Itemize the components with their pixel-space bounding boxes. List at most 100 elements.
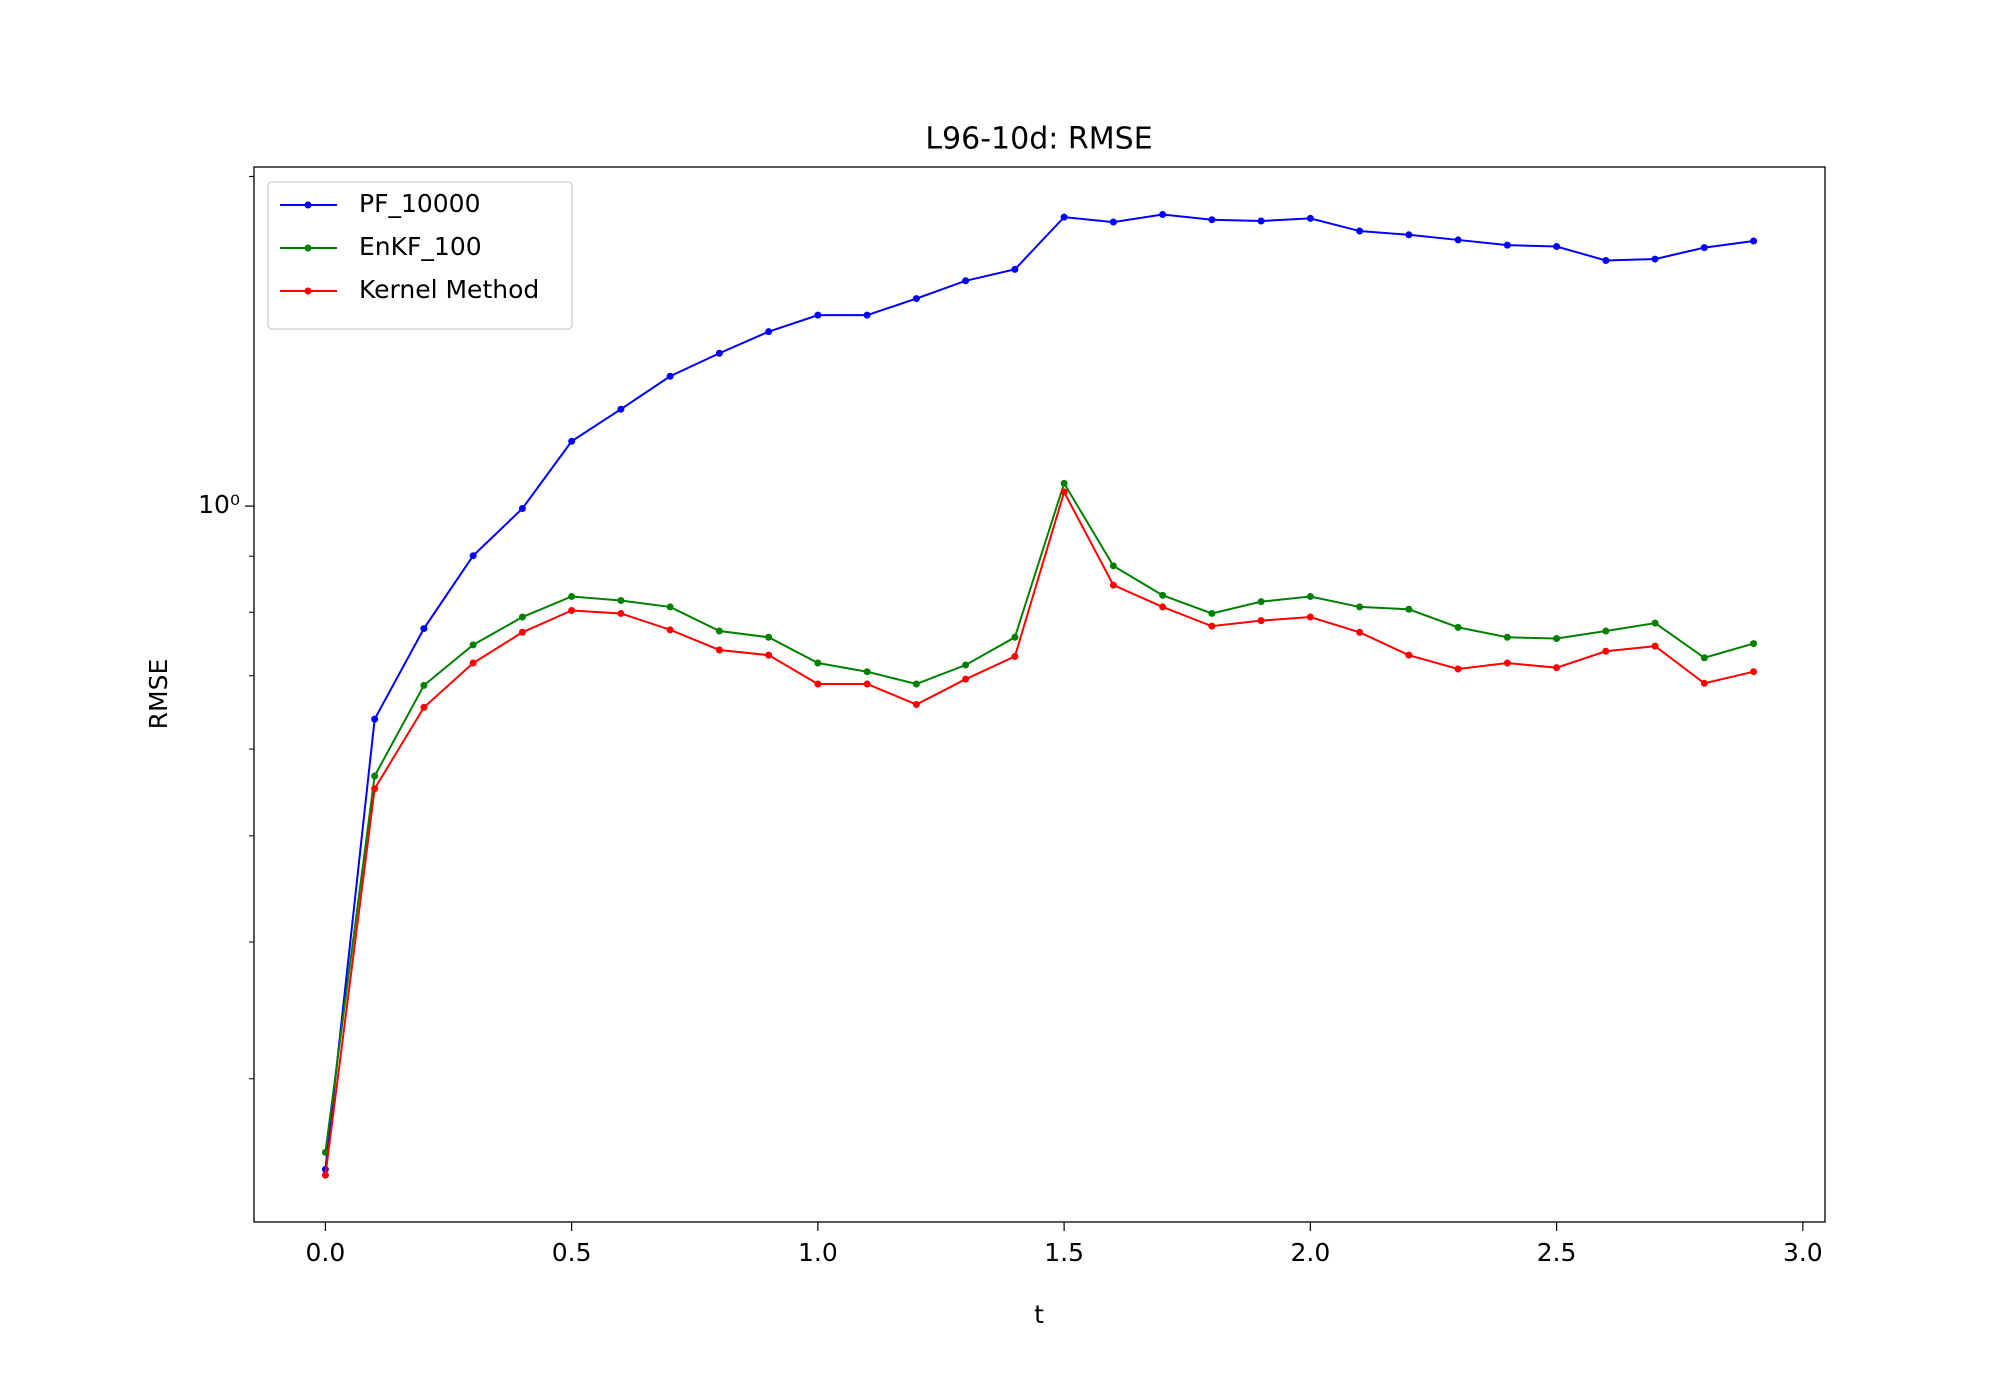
data-point (1306, 592, 1314, 600)
data-point (715, 349, 723, 357)
data-point (1257, 598, 1265, 606)
data-point (1159, 603, 1167, 611)
data-point (1651, 619, 1659, 627)
legend-box (267, 181, 573, 330)
legend-label: EnKF_100 (359, 232, 482, 261)
data-point (1060, 479, 1068, 487)
data-point (912, 295, 920, 303)
x-tick-label: 3.0 (1783, 1238, 1823, 1267)
data-point (1454, 236, 1462, 244)
data-point (1750, 640, 1758, 648)
data-point (1060, 213, 1068, 221)
data-point (371, 785, 379, 793)
data-point (1356, 603, 1364, 611)
data-point (666, 603, 674, 611)
data-point (1405, 651, 1413, 659)
x-tick-label: 1.5 (1044, 1238, 1084, 1267)
data-point (1011, 633, 1019, 641)
data-point (1700, 244, 1708, 252)
data-point (1553, 243, 1561, 251)
data-point (617, 609, 625, 617)
legend: PF_10000 EnKF_100 Kernel Method (267, 181, 573, 330)
data-point (962, 661, 970, 669)
data-point (469, 552, 477, 560)
data-point (1208, 609, 1216, 617)
data-point (666, 626, 674, 634)
y-axis-label: RMSE (144, 659, 173, 730)
data-point (1503, 633, 1511, 641)
series-line (324, 213, 1754, 1170)
data-point (371, 715, 379, 723)
data-point (1208, 216, 1216, 224)
data-point (1208, 622, 1216, 630)
data-point (1651, 255, 1659, 263)
data-point (1602, 627, 1610, 635)
plot-frame (253, 166, 1826, 1223)
data-point (814, 680, 822, 688)
data-point (962, 675, 970, 683)
legend-label: Kernel Method (359, 275, 539, 304)
data-point (568, 592, 576, 600)
data-point (863, 311, 871, 319)
data-point (1356, 628, 1364, 636)
data-point (814, 311, 822, 319)
x-axis-label: t (1034, 1300, 1044, 1329)
data-point (765, 651, 773, 659)
data-point (666, 372, 674, 380)
data-point (1700, 679, 1708, 687)
series-line (324, 480, 1754, 1153)
data-point (1109, 218, 1117, 226)
data-point (1454, 665, 1462, 673)
data-point (1405, 231, 1413, 239)
data-point (1750, 237, 1758, 245)
x-tick-label: 2.0 (1290, 1238, 1330, 1267)
data-point (1750, 668, 1758, 676)
data-point (715, 646, 723, 654)
x-tick-label: 0.0 (306, 1238, 346, 1267)
data-point (1109, 562, 1117, 570)
legend-marker (304, 201, 312, 209)
data-point (962, 277, 970, 285)
x-tick-label: 2.5 (1537, 1238, 1577, 1267)
data-point (371, 772, 379, 780)
series-line (324, 489, 1754, 1176)
data-point (1306, 613, 1314, 621)
data-point (1651, 642, 1659, 650)
legend-marker (304, 287, 312, 295)
x-tick-label: 1.0 (798, 1238, 838, 1267)
data-point (469, 659, 477, 667)
data-point (420, 625, 428, 633)
data-point (420, 703, 428, 711)
y-tick-label: 10⁰ (198, 490, 240, 519)
data-point (1306, 214, 1314, 222)
data-point (1159, 591, 1167, 599)
data-point (568, 437, 576, 445)
data-point (1602, 647, 1610, 655)
data-point (863, 668, 871, 676)
data-point (912, 700, 920, 708)
data-point (1011, 265, 1019, 273)
data-point (518, 613, 526, 621)
data-point (1109, 581, 1117, 589)
data-point (617, 405, 625, 413)
legend-label: PF_10000 (359, 189, 480, 218)
data-point (1060, 488, 1068, 496)
data-point (321, 1171, 329, 1179)
data-point (765, 633, 773, 641)
data-point (518, 504, 526, 512)
data-point (518, 628, 526, 636)
data-point (1553, 635, 1561, 643)
data-point (814, 659, 822, 667)
data-point (1011, 652, 1019, 660)
data-point (863, 680, 871, 688)
data-point (469, 641, 477, 649)
data-point (1257, 617, 1265, 625)
chart-title: L96-10d: RMSE (925, 122, 1152, 157)
data-point (1700, 654, 1708, 662)
data-point (1602, 256, 1610, 264)
data-point (1257, 217, 1265, 225)
data-point (1159, 211, 1167, 219)
legend-marker (304, 244, 312, 252)
data-point (1454, 623, 1462, 631)
